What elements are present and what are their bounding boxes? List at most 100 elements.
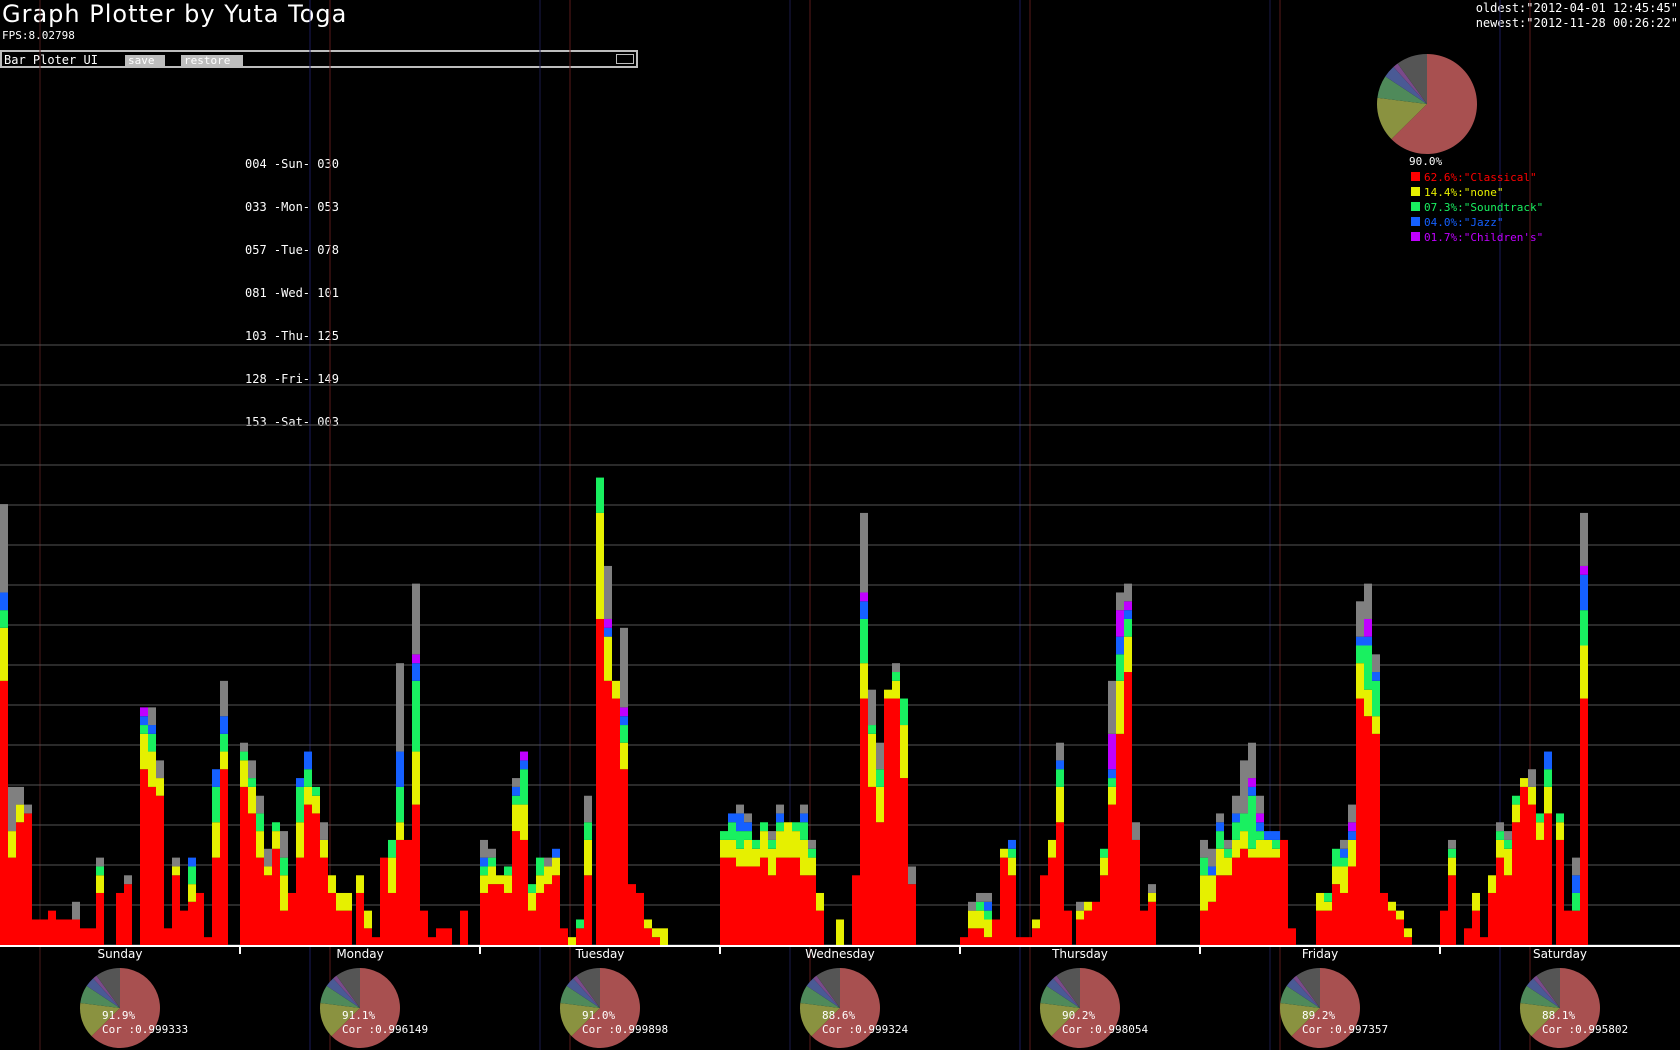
bar-segment — [344, 910, 352, 946]
bar-segment — [488, 866, 496, 885]
bar-segment — [1448, 857, 1456, 876]
bar-segment — [1216, 822, 1224, 832]
bar-segment — [256, 831, 264, 858]
bar-segment — [1332, 848, 1340, 867]
day-pie-pct: 88.1% — [1542, 1009, 1575, 1022]
bar-segment — [976, 928, 984, 946]
bar-segment — [612, 680, 620, 699]
legend-swatch — [1411, 172, 1420, 181]
bar-segment — [172, 875, 180, 946]
bar-segment — [188, 857, 196, 867]
bar-segment — [1256, 857, 1264, 946]
bar-segment — [736, 804, 744, 814]
bar-segment — [792, 822, 800, 832]
bar-segment — [620, 725, 628, 743]
day-pie-slice — [320, 1002, 360, 1037]
bar-segment — [1200, 910, 1208, 946]
bar-segment — [504, 866, 512, 876]
bar-segment — [288, 892, 296, 946]
collapse-panel-button[interactable] — [616, 54, 634, 64]
bar-segment — [116, 892, 124, 946]
bar-segment — [312, 795, 320, 814]
bar-segment — [344, 892, 352, 911]
bar-segment — [1240, 831, 1248, 849]
day-pie-pct: 88.6% — [822, 1009, 855, 1022]
bar-segment — [1536, 839, 1544, 946]
bar-segment — [256, 813, 264, 832]
bar-segment — [1544, 786, 1552, 814]
oldest-date: oldest:"2012-04-01 12:45:45" — [1475, 1, 1678, 15]
day-pie-slice — [1046, 978, 1080, 1008]
bar-segment — [1208, 866, 1216, 876]
bar-segment — [1076, 910, 1084, 920]
day-pie-slice — [96, 968, 120, 1008]
bar-segment — [412, 654, 420, 664]
bar-segment — [1332, 884, 1340, 946]
bar-segment — [892, 672, 900, 681]
bar-segment — [652, 937, 660, 946]
bar-segment — [388, 892, 396, 946]
bar-segment — [1472, 892, 1480, 911]
bar-segment — [1056, 822, 1064, 946]
bar-segment — [1340, 892, 1348, 946]
bar-segment — [560, 928, 568, 946]
bar-segment — [1124, 601, 1132, 611]
bar-segment — [868, 733, 876, 787]
bar-segment — [1464, 928, 1472, 946]
bar-segment — [968, 910, 976, 929]
bar-segment — [140, 716, 148, 726]
bar-segment — [504, 875, 512, 893]
bar-segment — [596, 618, 604, 946]
bar-segment — [1556, 822, 1564, 840]
bar-segment — [892, 680, 900, 699]
bar-segment — [296, 786, 304, 823]
bar-segment — [1572, 892, 1580, 911]
bar-segment — [496, 875, 504, 885]
bar-segment — [728, 813, 736, 823]
bar-segment — [388, 839, 396, 858]
bar-segment — [24, 804, 32, 814]
bar-segment — [1512, 804, 1520, 823]
bar-segment — [552, 857, 560, 876]
day-pie-slice — [1280, 1002, 1320, 1037]
legend-item-jazz: 04.0%:"Jazz" — [1409, 215, 1543, 230]
bar-segment — [976, 901, 984, 911]
bar-segment — [460, 910, 468, 946]
legend-swatch — [1411, 232, 1420, 241]
bar-segment — [1324, 892, 1332, 902]
bar-segment — [1148, 901, 1156, 946]
bar-segment — [1580, 512, 1588, 566]
bar-segment — [1348, 866, 1356, 946]
bar-segment — [396, 663, 404, 752]
bar-segment — [320, 857, 328, 946]
save-button[interactable]: save — [125, 55, 165, 67]
bar-segment — [48, 910, 56, 946]
bar-segment — [1388, 910, 1396, 946]
day-pie-slice — [1296, 968, 1320, 1008]
bar-segment — [1448, 848, 1456, 858]
bar-segment — [760, 822, 768, 832]
bar-segment — [1256, 813, 1264, 823]
bar-segment — [364, 910, 372, 929]
bar-segment — [364, 928, 372, 946]
bar-segment — [8, 857, 16, 946]
bar-segment — [1348, 804, 1356, 823]
bar-segment — [1116, 654, 1124, 681]
bar-segment — [544, 884, 552, 946]
bar-segment — [1124, 636, 1132, 673]
bar-segment — [876, 769, 884, 787]
bar-segment — [596, 512, 604, 619]
bar-segment — [0, 592, 8, 611]
bar-segment — [808, 857, 816, 876]
bar-segment — [1148, 892, 1156, 902]
day-pie-slice — [336, 968, 360, 1008]
day-pie-slice — [1280, 985, 1320, 1008]
legend-item-childrens: 01.7%:"Children's" — [1409, 230, 1543, 245]
bar-segment — [248, 786, 256, 814]
bar-segment — [1056, 786, 1064, 823]
bar-segment — [1372, 680, 1380, 717]
bar-segment — [428, 937, 436, 946]
restore-button[interactable]: restore — [181, 55, 243, 67]
day-pie-slice — [80, 985, 120, 1008]
bar-segment — [1356, 601, 1364, 637]
